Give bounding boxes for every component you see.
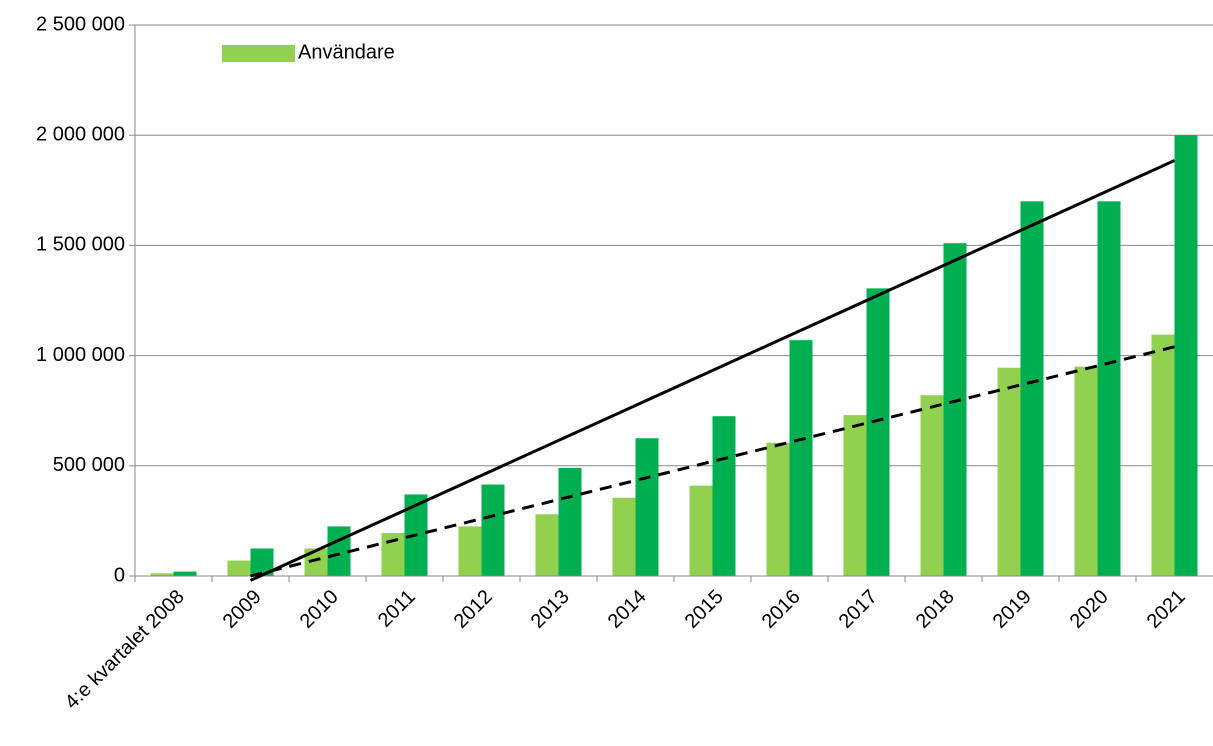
x-tick-label: 2020 — [1066, 586, 1113, 633]
bar — [227, 560, 251, 576]
y-tick-label: 1 000 000 — [36, 344, 125, 366]
bar — [789, 340, 813, 576]
x-tick-label: 2016 — [758, 586, 805, 633]
bar — [381, 533, 405, 576]
bar — [1174, 135, 1198, 576]
x-tick-label: 2019 — [989, 586, 1036, 633]
y-tick-label: 1 500 000 — [36, 234, 125, 256]
bar — [481, 484, 505, 576]
bar — [866, 288, 890, 576]
bar — [635, 438, 659, 576]
x-tick-label: 2015 — [681, 586, 728, 633]
y-tick-label: 500 000 — [53, 454, 125, 476]
legend-swatch — [222, 45, 295, 62]
bar — [766, 442, 790, 576]
bar — [689, 485, 713, 576]
x-tick-label: 2011 — [374, 586, 420, 632]
bar — [458, 526, 482, 576]
bar — [250, 548, 274, 576]
x-tick-label: 2018 — [912, 586, 959, 633]
bar — [1020, 201, 1044, 576]
legend-label: Användare — [298, 41, 395, 63]
x-tick-label: 4:e kvartalet 2008 — [61, 586, 189, 714]
trendline — [249, 159, 1176, 582]
bar — [1074, 366, 1098, 576]
bar — [173, 571, 197, 576]
x-tick-label: 2021 — [1143, 586, 1190, 633]
bar — [535, 514, 559, 576]
bar — [150, 573, 174, 576]
y-tick-label: 0 — [114, 564, 125, 586]
bar — [1097, 201, 1121, 576]
bar — [304, 548, 328, 576]
bar — [327, 526, 351, 576]
x-tick-label: 2017 — [835, 586, 882, 633]
bar — [920, 395, 944, 576]
x-tick-label: 2009 — [219, 586, 266, 633]
x-tick-label: 2012 — [450, 586, 497, 633]
bar — [558, 468, 582, 576]
y-tick-label: 2 000 000 — [36, 123, 125, 145]
x-tick-label: 2014 — [604, 586, 651, 633]
y-tick-label: 2 500 000 — [36, 13, 125, 35]
bar — [612, 497, 636, 576]
bar — [1151, 334, 1175, 576]
bar — [997, 367, 1021, 576]
bar — [712, 416, 736, 576]
x-tick-label: 2013 — [527, 586, 574, 633]
bar — [843, 415, 867, 576]
bar — [943, 243, 967, 577]
x-tick-label: 2010 — [296, 586, 343, 633]
